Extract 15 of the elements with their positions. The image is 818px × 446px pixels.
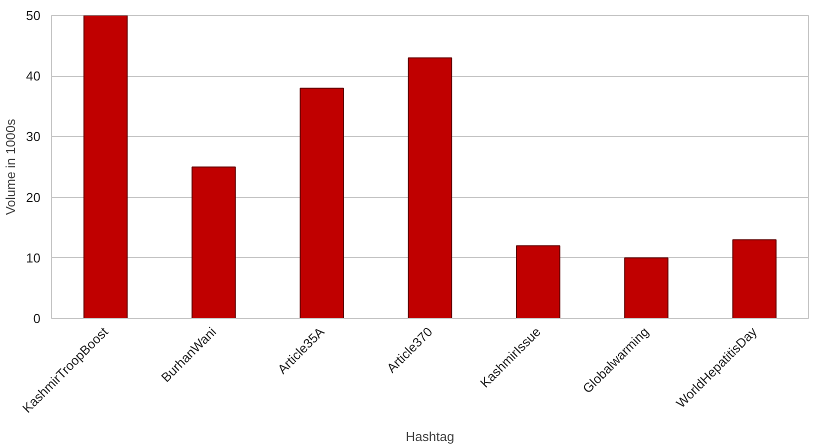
y-axis-title: Volume in 1000s	[3, 118, 18, 216]
y-tick-label: 20	[26, 190, 41, 205]
y-tick-label: 30	[26, 129, 41, 144]
bar	[300, 88, 344, 318]
bar	[192, 166, 236, 318]
y-tick-label: 0	[33, 311, 41, 326]
bar	[624, 257, 668, 318]
bar	[408, 57, 452, 318]
y-tick-label: 50	[26, 8, 41, 23]
y-tick-label: 40	[26, 68, 41, 84]
bar	[516, 245, 560, 318]
bar	[732, 239, 777, 318]
x-axis-title: Hashtag	[406, 429, 454, 444]
bar	[83, 16, 128, 318]
y-tick-label: 10	[26, 250, 41, 266]
